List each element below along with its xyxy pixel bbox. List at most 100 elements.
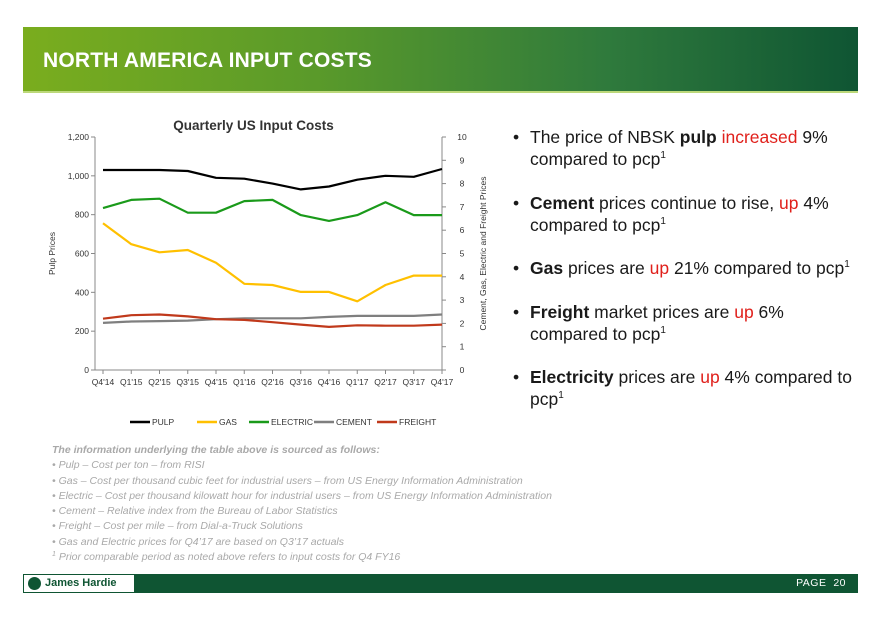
- x-axis-tick-label: Q3'16: [290, 377, 313, 387]
- commentary-bullet: • The price of NBSK pulp increased 9% com…: [513, 126, 853, 170]
- sources-list: • Pulp – Cost per ton – from RISI • Gas –…: [52, 458, 672, 550]
- right-axis-tick-label: 2: [460, 318, 465, 328]
- source-bullet-icon: •: [52, 474, 59, 487]
- left-axis-tick-label: 600: [75, 249, 89, 259]
- bullet-red-text: up: [649, 258, 670, 278]
- logo-text: James Hardie: [45, 577, 117, 589]
- bullet-icon: •: [513, 301, 520, 322]
- bullet-post-text: 6% compared to pcp: [530, 301, 784, 344]
- source-item: • Electric – Cost per thousand kilowatt …: [52, 489, 672, 504]
- right-axis-tick-label: 8: [460, 179, 465, 189]
- x-axis-tick-label: Q2'17: [374, 377, 397, 387]
- logo-emblem-icon: [28, 577, 41, 590]
- commentary-bullet: • Cement prices continue to rise, up 4% c…: [513, 192, 853, 236]
- commentary-list: • The price of NBSK pulp increased 9% com…: [513, 126, 853, 432]
- page-number-value: 20: [833, 577, 846, 589]
- bullet-footnote-marker: 1: [660, 215, 666, 227]
- input-costs-chart: Quarterly US Input Costs 0 200 400 600 800 1,0…: [47, 118, 488, 427]
- x-axis-tick-label: Q2'15: [148, 377, 171, 387]
- bullet-footnote-marker: 1: [660, 324, 666, 336]
- page-label: PAGE: [796, 577, 827, 589]
- x-axis-tick-label: Q4'16: [318, 377, 341, 387]
- x-axis-tick-label: Q3'15: [177, 377, 200, 387]
- right-axis-tick-label: 0: [460, 365, 465, 375]
- bullet-icon: •: [513, 127, 520, 147]
- footer-bar: James Hardie PAGE 20: [23, 574, 858, 593]
- bullet-red-text: up: [779, 192, 799, 213]
- x-axis-tick-label: Q4'14: [92, 377, 115, 387]
- bullet-bold-text: Freight: [530, 301, 590, 322]
- right-axis-title: Cement, Gas, Electric and Freight Prices: [478, 176, 488, 330]
- source-item: • Cement – Relative index from the Burea…: [52, 504, 672, 519]
- legend-label-electric: ELECTRIC: [271, 417, 313, 427]
- chart-title: Quarterly US Input Costs: [173, 118, 334, 133]
- header-divider: [23, 91, 858, 93]
- commentary-bullet: • Freight market prices are up 6% compare…: [513, 301, 853, 345]
- left-axis-tick-label: 1,200: [68, 132, 90, 142]
- series-line-freight: [102, 313, 443, 328]
- series-line-cement: [102, 313, 443, 324]
- bullet-icon: •: [513, 192, 520, 213]
- footnote: 1 Prior comparable period as noted above…: [52, 551, 400, 563]
- right-axis-tick-label: 6: [460, 225, 465, 235]
- source-bullet-icon: •: [52, 520, 59, 533]
- bullet-red-text: up: [734, 301, 754, 322]
- bullet-mid-text: prices are: [563, 258, 650, 278]
- source-item: • Pulp – Cost per ton – from RISI: [52, 458, 672, 473]
- right-axis-tick-label: 10: [457, 132, 467, 142]
- legend-label-pulp: PULP: [152, 417, 175, 427]
- series-line-electric: [102, 197, 442, 223]
- commentary-bullet: • Electricity prices are up 4% compared t…: [513, 366, 853, 410]
- right-axis-tick-label: 4: [460, 272, 465, 282]
- source-item: • Gas and Electric prices for Q4’17 are …: [52, 535, 672, 550]
- bullet-footnote-marker: 1: [844, 259, 850, 270]
- source-item: • Gas – Cost per thousand cubic feet for…: [52, 474, 672, 489]
- bullet-red-text: increased: [721, 127, 798, 147]
- company-logo: James Hardie: [23, 574, 135, 593]
- bullet-red-text: up: [700, 367, 720, 387]
- legend-label-freight: FREIGHT: [399, 417, 436, 427]
- left-axis-tick-label: 800: [75, 210, 89, 220]
- right-axis-tick-label: 1: [460, 342, 465, 352]
- bullet-bold-text: Electricity: [530, 367, 614, 387]
- x-axis-tick-label: Q2'16: [261, 377, 284, 387]
- right-axis-tick-label: 5: [460, 249, 465, 259]
- source-bullet-icon: •: [52, 535, 59, 548]
- bullet-icon: •: [513, 258, 520, 278]
- bullet-mid-text: prices are: [613, 367, 701, 387]
- right-axis-tick-label: 3: [460, 295, 465, 305]
- bullet-bold-text: Gas: [530, 258, 564, 278]
- source-item-text: Gas – Cost per thousand cubic feet for i…: [58, 474, 523, 487]
- x-axis-tick-label: Q4'15: [205, 377, 228, 387]
- sources-heading: The information underlying the table abo…: [52, 444, 380, 456]
- source-bullet-icon: •: [52, 489, 59, 502]
- source-item: • Freight – Cost per mile – from Dial-a-…: [52, 519, 672, 534]
- bullet-mid-text: market prices are: [589, 301, 735, 322]
- source-item-text: Gas and Electric prices for Q4’17 are ba…: [58, 535, 344, 548]
- sources-notes: The information underlying the table abo…: [52, 443, 672, 550]
- right-axis-tick-label: 7: [460, 202, 465, 212]
- bullet-post-text: 4% compared to pcp: [530, 192, 829, 235]
- bullet-pre-text: The price of NBSK: [530, 127, 680, 147]
- source-item-text: Freight – Cost per mile – from Dial-a-Tr…: [58, 520, 303, 533]
- page-number: PAGE 20: [796, 577, 846, 589]
- x-axis-tick-label: Q1'16: [233, 377, 256, 387]
- series-line-gas: [102, 222, 442, 303]
- bullet-bold-text: pulp: [679, 127, 717, 147]
- legend-label-gas: GAS: [219, 417, 237, 427]
- source-item-text: Pulp – Cost per ton – from RISI: [58, 459, 205, 472]
- right-axis-tick-label: 9: [460, 155, 465, 165]
- x-axis-tick-label: Q4'17: [431, 377, 454, 387]
- bullet-post-text: 4% compared to pcp: [530, 367, 852, 409]
- page-title: NORTH AMERICA INPUT COSTS: [43, 49, 372, 72]
- x-axis-tick-label: Q3'17: [403, 377, 426, 387]
- bullet-icon: •: [513, 367, 520, 387]
- x-axis-tick-label: Q1'17: [346, 377, 369, 387]
- source-bullet-icon: •: [52, 459, 59, 472]
- left-axis-tick-label: 0: [84, 365, 89, 375]
- legend-label-cement: CEMENT: [336, 417, 372, 427]
- x-axis-tick-label: Q1'15: [120, 377, 143, 387]
- bullet-mid-text: prices continue to rise,: [594, 192, 779, 213]
- bullet-footnote-marker: 1: [660, 150, 666, 161]
- left-axis-tick-label: 400: [75, 287, 89, 297]
